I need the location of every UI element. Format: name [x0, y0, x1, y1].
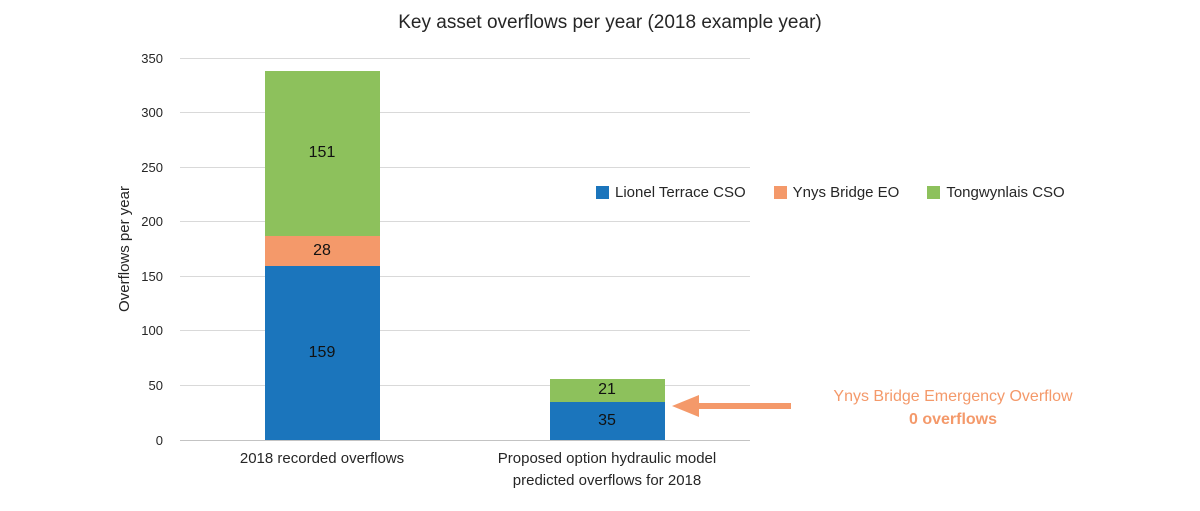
y-tick-200: 200: [141, 214, 163, 230]
y-tick-350: 350: [141, 50, 163, 66]
bar-2-segment-tongwynlais-cso: 21: [549, 378, 665, 402]
gridline-50: [180, 384, 750, 386]
legend: Lionel Terrace CSO Ynys Bridge EO Tongwynl…: [596, 184, 1065, 201]
y-tick-250: 250: [141, 159, 163, 175]
y-tick-300: 300: [141, 105, 163, 121]
x-label-1: 2018 recorded overflows: [239, 450, 405, 467]
bar-1-segment-ynys-bridge-eo: 28: [264, 235, 380, 267]
bar-1-segment-lionel-terrace-cso: 159: [264, 266, 380, 440]
bar-1-value-lionel-terrace-cso: 159: [308, 344, 336, 362]
gridline-300: [180, 112, 750, 114]
x-label-2: Proposed option hydraulic model predicte…: [497, 450, 717, 489]
legend-item-lionel-terrace-cso: Lionel Terrace CSO: [596, 184, 746, 201]
bar-2-value-lionel-terrace-cso: 35: [598, 411, 616, 429]
bar-2-value-tongwynlais-cso: 21: [598, 381, 616, 399]
y-tick-100: 100: [141, 323, 163, 339]
gridline-0: [180, 439, 750, 441]
gridline-150: [180, 275, 750, 277]
annotation-line1: Ynys Bridge Emergency Overflow: [833, 388, 1073, 405]
legend-swatch-icon: [773, 186, 787, 199]
gridline-100: [180, 330, 750, 332]
bar-2-segment-lionel-terrace-cso: 35: [549, 401, 665, 440]
y-tick-50: 50: [148, 377, 163, 393]
legend-item-tongwynlais-cso: Tongwynlais CSO: [927, 184, 1065, 201]
annotation: Ynys Bridge Emergency Overflow 0 overflo…: [803, 385, 1103, 431]
gridline-350: [180, 57, 750, 59]
gridline-250: [180, 166, 750, 168]
chart-title: Key asset overflows per year (2018 examp…: [398, 12, 822, 33]
annotation-line2: 0 overflows: [908, 411, 998, 428]
y-axis-title: Overflows per year: [115, 186, 133, 312]
legend-item-ynys-bridge-eo: Ynys Bridge EO: [773, 184, 900, 201]
annotation-arrow-icon: [697, 403, 791, 409]
legend-swatch-icon: [927, 186, 941, 199]
bar-1-value-tongwynlais-cso: 151: [308, 144, 336, 162]
legend-label: Tongwynlais CSO: [946, 184, 1065, 201]
gridline-200: [180, 221, 750, 223]
y-tick-150: 150: [141, 268, 163, 284]
bar-1-segment-tongwynlais-cso: 151: [264, 71, 380, 236]
legend-swatch-icon: [596, 186, 609, 199]
legend-label: Ynys Bridge EO: [792, 184, 900, 201]
bar-1-value-ynys-bridge-eo: 28: [313, 242, 331, 260]
legend-label: Lionel Terrace CSO: [615, 184, 746, 201]
y-tick-0: 0: [155, 432, 163, 448]
annotation-arrowhead-icon: [672, 395, 699, 417]
